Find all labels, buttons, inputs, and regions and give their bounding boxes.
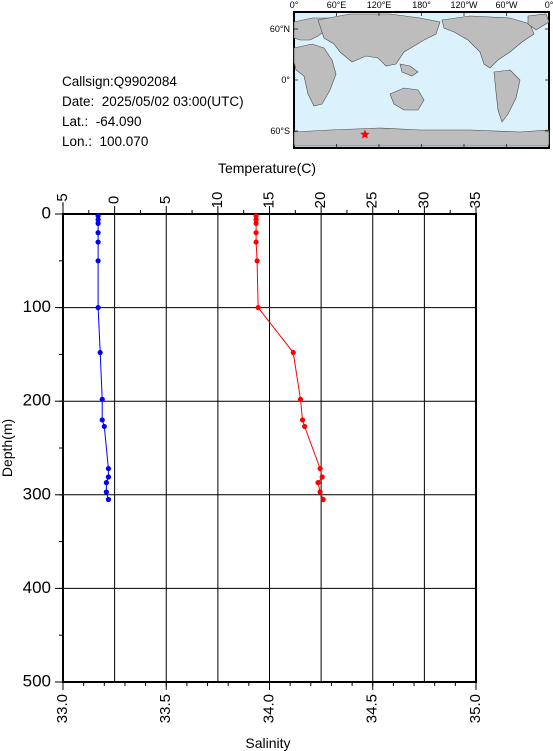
depth-tick-label: 500 <box>23 671 51 690</box>
temperature-tick-label: -5 <box>54 193 71 206</box>
temperature-data-point <box>255 305 261 311</box>
float-info: Callsign:Q9902084 Date: 2025/05/02 03:00… <box>62 72 244 152</box>
temperature-data-point <box>315 480 321 486</box>
salinity-data-point <box>95 239 101 245</box>
lon-text: Lon.: 100.070 <box>62 134 149 149</box>
temperature-tick-label: 25 <box>364 192 381 209</box>
map-graticule <box>293 12 550 148</box>
depth-tick-label: 200 <box>23 391 51 410</box>
salinity-data-point <box>103 489 109 495</box>
date-text: Date: 2025/05/02 03:00(UTC) <box>62 94 244 109</box>
float-location-marker <box>360 129 370 139</box>
map-lon-label: 120°W <box>450 0 478 10</box>
temperature-data-point <box>302 423 308 430</box>
world-map: 0° 60°E 120°E 180° 120°W 60°W 0° 60°N 0° 60°S <box>270 0 553 149</box>
depth-tick-label: 0 <box>42 203 51 222</box>
salinity-data-point <box>103 480 109 486</box>
salinity-data-point <box>95 217 101 223</box>
temperature-data-point <box>254 258 260 264</box>
temperature-tick-label: 10 <box>209 192 226 209</box>
temperature-tick-label: 15 <box>260 192 277 209</box>
salinity-tick-label: 34.0 <box>260 694 277 723</box>
salinity-data-point <box>95 305 101 311</box>
map-lon-label: 60°E <box>327 0 347 10</box>
salinity-data-point <box>95 220 101 226</box>
depth-tick-label: 400 <box>23 578 51 597</box>
series-layer <box>95 213 326 503</box>
map-lon-label: 180° <box>412 0 431 10</box>
temperature-data-point <box>317 465 323 472</box>
map-lon-label: 0° <box>545 0 553 10</box>
vertical-gridlines <box>62 214 477 682</box>
temperature-data-point <box>317 489 323 495</box>
temperature-axis: -5 0 5 10 15 20 25 30 35 <box>54 192 484 214</box>
map-lon-label: 60°W <box>495 0 518 10</box>
map-lon-label: 0° <box>290 0 299 10</box>
temperature-data-point <box>253 230 259 236</box>
map-lon-label: 120°E <box>367 0 392 10</box>
temperature-tick-label: 30 <box>415 192 432 209</box>
map-lon-labels: 0° 60°E 120°E 180° 120°W 60°W 0° <box>290 0 553 10</box>
salinity-tick-label: 34.5 <box>364 694 381 723</box>
map-lat-label: 60°S <box>270 126 290 136</box>
temperature-data-point <box>297 396 304 402</box>
temperature-axis-label: Temperature(C) <box>218 160 316 176</box>
lat-text: Lat.: -64.090 <box>62 114 142 129</box>
salinity-data-point <box>95 213 101 219</box>
salinity-data-point <box>105 496 112 503</box>
temperature-tick-label: 20 <box>312 192 329 209</box>
temperature-tick-label: 0 <box>106 196 123 204</box>
temperature-tick-label: 35 <box>467 192 484 209</box>
temperature-data-point <box>320 496 326 503</box>
depth-axis: 0 100 200 300 400 500 <box>23 203 63 690</box>
salinity-axis: 33.0 33.5 34.0 34.5 35.0 <box>54 682 484 723</box>
callsign-text: Callsign:Q9902084 <box>62 74 177 89</box>
temperature-tick-label: 5 <box>157 196 174 204</box>
temperature-data-point <box>253 213 259 219</box>
map-lat-label: 0° <box>281 75 290 85</box>
salinity-tick-label: 33.5 <box>157 694 174 723</box>
salinity-data-point <box>95 230 101 236</box>
temperature-data-point <box>253 217 259 223</box>
salinity-tick-label: 35.0 <box>467 694 484 723</box>
depth-axis-label: Depth(m) <box>0 419 15 477</box>
salinity-data-point <box>105 474 112 480</box>
salinity-data-point <box>97 349 103 356</box>
salinity-data-point <box>105 465 112 472</box>
temperature-data-point <box>319 474 325 480</box>
star-icon <box>360 129 370 139</box>
salinity-data-point <box>95 258 101 264</box>
temperature-data-point <box>253 220 259 226</box>
salinity-tick-label: 33.0 <box>54 694 71 723</box>
map-lat-label: 60°N <box>270 24 290 34</box>
temperature-profile-line <box>255 215 324 500</box>
map-lat-labels: 60°N 0° 60°S <box>270 24 291 136</box>
temperature-data-point <box>253 239 259 245</box>
temperature-data-point <box>299 417 306 423</box>
salinity-data-point <box>101 423 107 430</box>
temperature-data-point <box>290 349 296 356</box>
salinity-profile-line <box>97 215 109 500</box>
salinity-data-point <box>99 396 105 402</box>
depth-tick-label: 300 <box>23 484 51 503</box>
salinity-data-point <box>99 417 105 423</box>
salinity-axis-label: Salinity <box>245 735 290 751</box>
depth-tick-label: 100 <box>23 297 51 316</box>
